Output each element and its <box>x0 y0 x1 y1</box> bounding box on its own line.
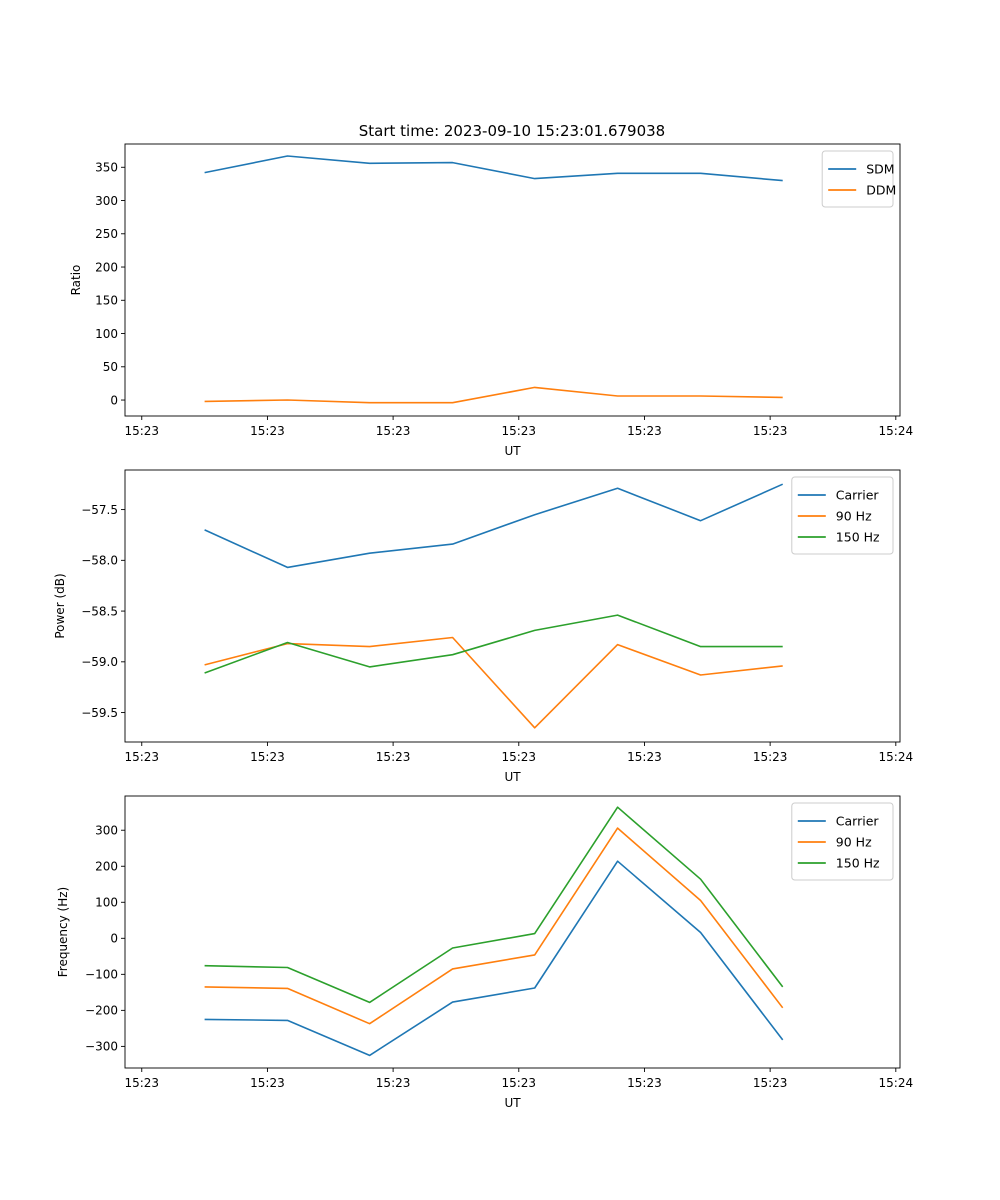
power-legend-label-carrier: Carrier <box>836 488 880 503</box>
frequency-y-axis: −300 −200 −100 0 100 200 300 <box>85 824 125 1054</box>
power-axes-frame <box>124 469 901 743</box>
frequency-series-150-hz-line <box>204 806 784 1004</box>
power-x-axis-label: UT <box>504 770 521 784</box>
ratio-y-tick-label: 150 <box>95 294 118 308</box>
power-y-tick-label: −59.0 <box>81 655 118 669</box>
frequency-y-tick-label: −300 <box>85 1040 118 1054</box>
frequency-legend-label-150-hz: 150 Hz <box>836 856 880 871</box>
ratio-y-axis: 0 50 100 150 200 250 300 350 <box>95 161 125 407</box>
ratio-legend-label-ddm: DDM <box>866 183 896 198</box>
ratio-series-ddm-line <box>204 386 783 404</box>
power-x-axis: 15:23 15:23 15:23 15:23 15:23 15:23 15:24 <box>124 742 913 764</box>
ratio-x-tick-label: 15:23 <box>501 424 536 438</box>
frequency-x-tick-label: 15:23 <box>501 1076 536 1090</box>
frequency-y-tick-label: 200 <box>95 860 118 874</box>
frequency-series <box>204 806 784 1057</box>
ratio-x-tick-label: 15:24 <box>879 424 914 438</box>
frequency-legend-label-90-hz: 90 Hz <box>836 835 872 850</box>
ratio-y-tick-label: 100 <box>95 327 118 341</box>
frequency-plot: 15:23 15:23 15:23 15:23 15:23 15:23 15:24−300−… <box>56 795 913 1110</box>
ratio-x-axis: 15:23 15:23 15:23 15:23 15:23 15:23 15:24 <box>124 416 913 438</box>
figure-title: Start time: 2023-09-10 15:23:01.679038 <box>359 122 665 140</box>
frequency-y-tick-label: 300 <box>95 824 118 838</box>
ratio-y-tick-label: 200 <box>95 260 118 274</box>
power-series <box>204 483 784 729</box>
power-x-tick-label: 15:23 <box>627 750 662 764</box>
ratio-series-sdm-line <box>204 155 783 182</box>
ratio-axes-frame <box>124 143 901 417</box>
power-x-tick-label: 15:23 <box>376 750 411 764</box>
ratio-x-tick-label: 15:23 <box>753 424 788 438</box>
frequency-y-axis-label: Frequency (Hz) <box>56 887 70 978</box>
power-x-tick-label: 15:23 <box>250 750 285 764</box>
power-legend-label-150-hz: 150 Hz <box>836 530 880 545</box>
ratio-y-tick-label: 300 <box>95 194 118 208</box>
power-y-axis: −59.5 −59.0 −58.5 −58.0 −57.5 <box>81 503 125 720</box>
frequency-x-tick-label: 15:24 <box>879 1076 914 1090</box>
frequency-series-90-hz-line <box>204 827 784 1025</box>
frequency-y-tick-label: 0 <box>110 932 118 946</box>
ratio-y-tick-label: 0 <box>110 393 118 407</box>
ratio-x-tick-label: 15:23 <box>124 424 159 438</box>
power-x-tick-label: 15:23 <box>501 750 536 764</box>
power-legend: Carrier 90 Hz 150 Hz <box>791 476 894 555</box>
power-plot: 15:23 15:23 15:23 15:23 15:23 15:23 15:24 −59.5… <box>53 469 913 784</box>
frequency-x-axis-label: UT <box>504 1096 521 1110</box>
frequency-y-tick-label: −100 <box>85 968 118 982</box>
ratio-plot: 15:23 15:23 15:23 15:23 15:23 15:23 15:24 0 50 10… <box>69 143 913 458</box>
ratio-y-tick-label: 50 <box>103 360 118 374</box>
power-series-carrier-line <box>204 483 784 569</box>
frequency-y-tick-label: 100 <box>95 896 118 910</box>
ratio-legend: SDM DDM <box>821 150 896 208</box>
frequency-x-axis: 15:23 15:23 15:23 15:23 15:23 15:23 15:24 <box>124 1068 913 1090</box>
power-legend-label-90-hz: 90 Hz <box>836 509 872 524</box>
power-series-150-hz-line <box>204 614 783 674</box>
frequency-x-tick-label: 15:23 <box>250 1076 285 1090</box>
ratio-x-tick-label: 15:23 <box>627 424 662 438</box>
frequency-x-tick-label: 15:23 <box>753 1076 788 1090</box>
power-x-tick-label: 15:24 <box>879 750 914 764</box>
frequency-legend: Carrier 90 Hz 150 Hz <box>791 802 894 881</box>
power-y-axis-label: Power (dB) <box>53 573 67 638</box>
ratio-legend-label-sdm: SDM <box>866 162 894 177</box>
frequency-x-tick-label: 15:23 <box>124 1076 159 1090</box>
ratio-series <box>204 155 783 404</box>
ratio-legend-box <box>821 150 894 208</box>
power-series-90-hz-line <box>204 636 783 729</box>
frequency-y-tick-label: −200 <box>85 1004 118 1018</box>
ratio-x-tick-label: 15:23 <box>250 424 285 438</box>
frequency-legend-box <box>791 802 894 881</box>
frequency-x-tick-label: 15:23 <box>376 1076 411 1090</box>
power-y-tick-label: −58.0 <box>81 554 118 568</box>
ratio-y-axis-label: Ratio <box>69 265 83 296</box>
frequency-axes-frame <box>124 795 901 1069</box>
ratio-y-tick-label: 250 <box>95 227 118 241</box>
power-y-tick-label: −57.5 <box>81 503 118 517</box>
power-y-tick-label: −59.5 <box>81 706 118 720</box>
frequency-x-tick-label: 15:23 <box>627 1076 662 1090</box>
power-y-tick-label: −58.5 <box>81 604 118 618</box>
ratio-y-tick-label: 350 <box>95 161 118 175</box>
frequency-legend-label-carrier: Carrier <box>836 814 880 829</box>
power-x-tick-label: 15:23 <box>753 750 788 764</box>
power-x-tick-label: 15:23 <box>124 750 159 764</box>
power-legend-box <box>791 476 894 555</box>
ratio-x-tick-label: 15:23 <box>376 424 411 438</box>
ratio-x-axis-label: UT <box>504 444 521 458</box>
frequency-series-carrier-line <box>204 860 784 1057</box>
